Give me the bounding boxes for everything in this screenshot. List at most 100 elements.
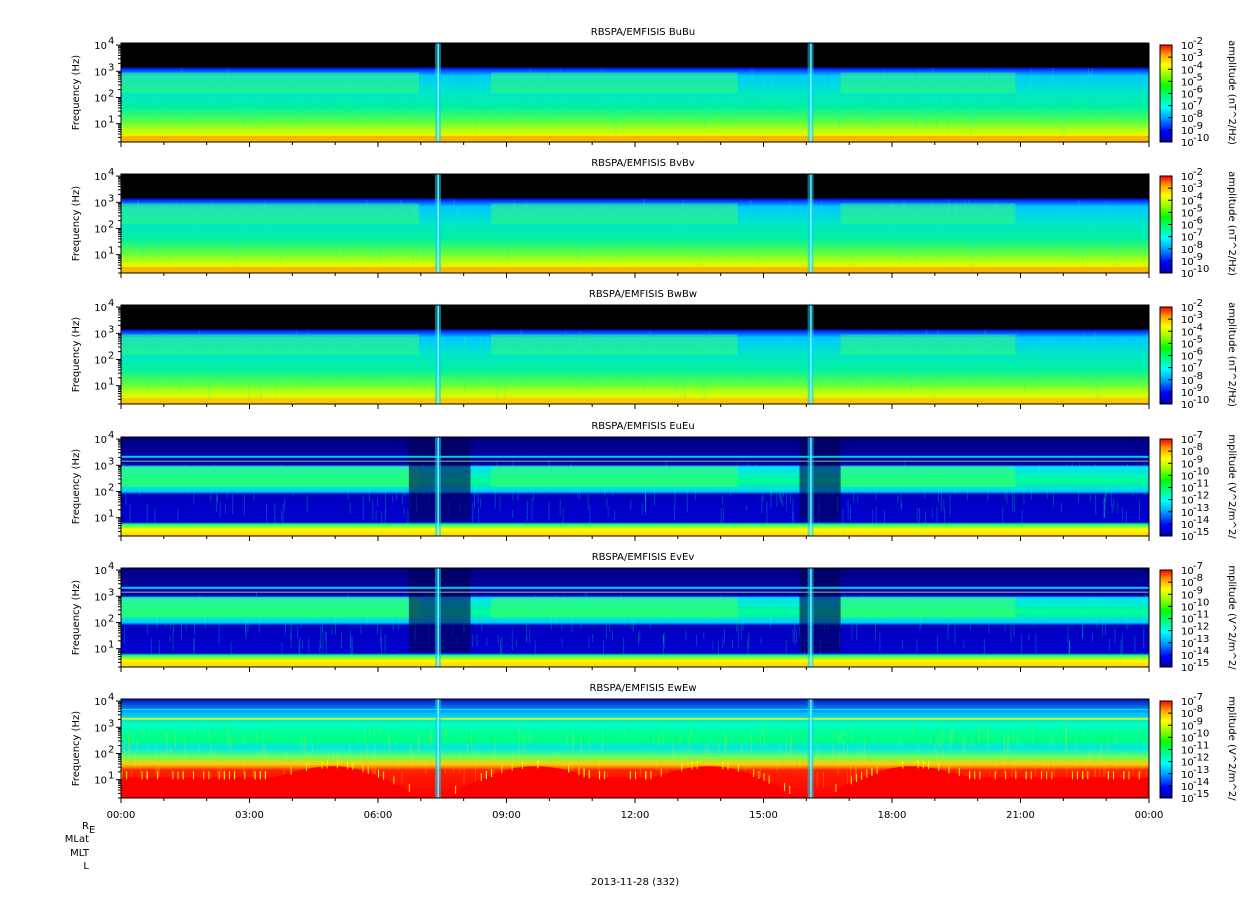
colorbar-tick-exponent: -10 <box>1193 395 1209 406</box>
y-tick-label: 10 <box>94 776 107 787</box>
colorbar-label: mplitude (V^2/m^2/ <box>1226 565 1237 670</box>
x-tick-label: 18:00 <box>878 810 907 821</box>
spectrogram-image <box>121 305 1149 404</box>
colorbar-tick-exponent: -2 <box>1193 167 1203 178</box>
colorbar-tick-label: 10 <box>1181 208 1194 219</box>
colorbar-tick-exponent: -8 <box>1193 240 1203 251</box>
colorbar-tick-exponent: -4 <box>1193 191 1203 202</box>
colorbar-tick-label: 10 <box>1181 496 1194 507</box>
panel-title: RBSPA/EMFISIS BwBw <box>589 289 697 300</box>
colorbar-tick-label: 10 <box>1181 508 1194 519</box>
colorbar-tick-exponent: -6 <box>1193 85 1203 96</box>
y-axis-label: Frequency (Hz) <box>71 711 82 787</box>
colorbar-tick-exponent: -5 <box>1193 72 1203 83</box>
y-tick-label: 10 <box>94 566 107 577</box>
colorbar-tick-label: 10 <box>1181 245 1194 256</box>
colorbar-tick-label: 10 <box>1181 53 1194 64</box>
colorbar-tick-exponent: -6 <box>1193 216 1203 227</box>
y-tick-label: 10 <box>94 487 107 498</box>
y-tick-label: 10 <box>94 749 107 760</box>
y-tick-label: 10 <box>94 67 107 78</box>
colorbar-tick-label: 10 <box>1181 102 1194 113</box>
panel-title: RBSPA/EMFISIS EuEu <box>591 421 694 432</box>
colorbar-tick-label: 10 <box>1181 90 1194 101</box>
colorbar-tick-exponent: -12 <box>1193 753 1209 764</box>
colorbar-tick-exponent: -15 <box>1193 789 1209 800</box>
colorbar-tick-exponent: -2 <box>1193 298 1203 309</box>
colorbar-tick-label: 10 <box>1181 697 1194 708</box>
colorbar-tick-exponent: -2 <box>1193 36 1203 47</box>
colorbar-tick-label: 10 <box>1181 639 1194 650</box>
colorbar-tick-exponent: -5 <box>1193 334 1203 345</box>
y-tick-exponent: 4 <box>108 298 114 309</box>
colorbar-tick-label: 10 <box>1181 352 1194 363</box>
colorbar-tick-label: 10 <box>1181 602 1194 613</box>
colorbar-tick-label: 10 <box>1181 269 1194 280</box>
colorbar-tick-exponent: -15 <box>1193 527 1209 538</box>
colorbar-tick-exponent: -8 <box>1193 573 1203 584</box>
colorbar-tick-exponent: -9 <box>1193 716 1203 727</box>
colorbar-tick-exponent: -9 <box>1193 585 1203 596</box>
colorbar-tick-exponent: -12 <box>1193 491 1209 502</box>
y-tick-label: 10 <box>94 461 107 472</box>
colorbar-tick-label: 10 <box>1181 459 1194 470</box>
y-tick-exponent: 1 <box>108 377 114 388</box>
footer-row-label: R <box>82 821 89 832</box>
colorbar-tick-exponent: -9 <box>1193 121 1203 132</box>
colorbar-tick-label: 10 <box>1181 172 1194 183</box>
colorbar-tick-label: 10 <box>1181 138 1194 149</box>
colorbar-tick-exponent: -8 <box>1193 442 1203 453</box>
footer-row-label: MLT <box>70 848 90 859</box>
panel-title: RBSPA/EMFISIS BvBv <box>591 158 695 169</box>
colorbar-tick-exponent: -3 <box>1193 48 1203 59</box>
colorbar-tick-exponent: -13 <box>1193 503 1209 514</box>
colorbar-tick-exponent: -9 <box>1193 383 1203 394</box>
y-tick-label: 10 <box>94 198 107 209</box>
colorbar-tick-label: 10 <box>1181 782 1194 793</box>
colorbar-tick-exponent: -7 <box>1193 97 1203 108</box>
y-tick-label: 10 <box>94 618 107 629</box>
colorbar-tick-label: 10 <box>1181 794 1194 805</box>
y-tick-exponent: 1 <box>108 509 114 520</box>
y-axis-label: Frequency (Hz) <box>71 55 82 131</box>
y-tick-exponent: 3 <box>108 324 114 335</box>
colorbar-tick-exponent: -7 <box>1193 359 1203 370</box>
panel-title: RBSPA/EMFISIS BuBu <box>591 27 695 38</box>
colorbar-tick-exponent: -10 <box>1193 133 1209 144</box>
colorbar-tick-label: 10 <box>1181 627 1194 638</box>
y-tick-exponent: 1 <box>108 640 114 651</box>
spectrogram-image <box>121 43 1149 142</box>
colorbar-tick-exponent: -3 <box>1193 310 1203 321</box>
y-tick-exponent: 3 <box>108 62 114 73</box>
y-tick-label: 10 <box>94 224 107 235</box>
colorbar-tick-label: 10 <box>1181 315 1194 326</box>
colorbar-label: mplitude (V^2/m^2/ <box>1226 434 1237 539</box>
colorbar-tick-label: 10 <box>1181 126 1194 137</box>
colorbar-tick-exponent: -11 <box>1193 610 1209 621</box>
colorbar-tick-label: 10 <box>1181 435 1194 446</box>
y-tick-label: 10 <box>94 723 107 734</box>
y-axis-label: Frequency (Hz) <box>71 186 82 262</box>
colorbar-tick-exponent: -14 <box>1193 646 1209 657</box>
y-tick-label: 10 <box>94 645 107 656</box>
y-tick-exponent: 3 <box>108 718 114 729</box>
colorbar-tick-exponent: -5 <box>1193 203 1203 214</box>
colorbar-tick-label: 10 <box>1181 590 1194 601</box>
colorbar-tick-exponent: -14 <box>1193 515 1209 526</box>
colorbar-tick-label: 10 <box>1181 578 1194 589</box>
panel-title: RBSPA/EMFISIS EwEw <box>589 683 696 694</box>
y-tick-exponent: 3 <box>108 193 114 204</box>
colorbar-tick-label: 10 <box>1181 484 1194 495</box>
spectrogram-image <box>121 174 1149 273</box>
colorbar-tick-label: 10 <box>1181 339 1194 350</box>
colorbar-tick-exponent: -11 <box>1193 741 1209 752</box>
colorbar-tick-exponent: -8 <box>1193 109 1203 120</box>
colorbar-tick-exponent: -10 <box>1193 466 1209 477</box>
y-tick-exponent: 3 <box>108 587 114 598</box>
y-tick-exponent: 2 <box>108 88 114 99</box>
y-tick-exponent: 2 <box>108 350 114 361</box>
